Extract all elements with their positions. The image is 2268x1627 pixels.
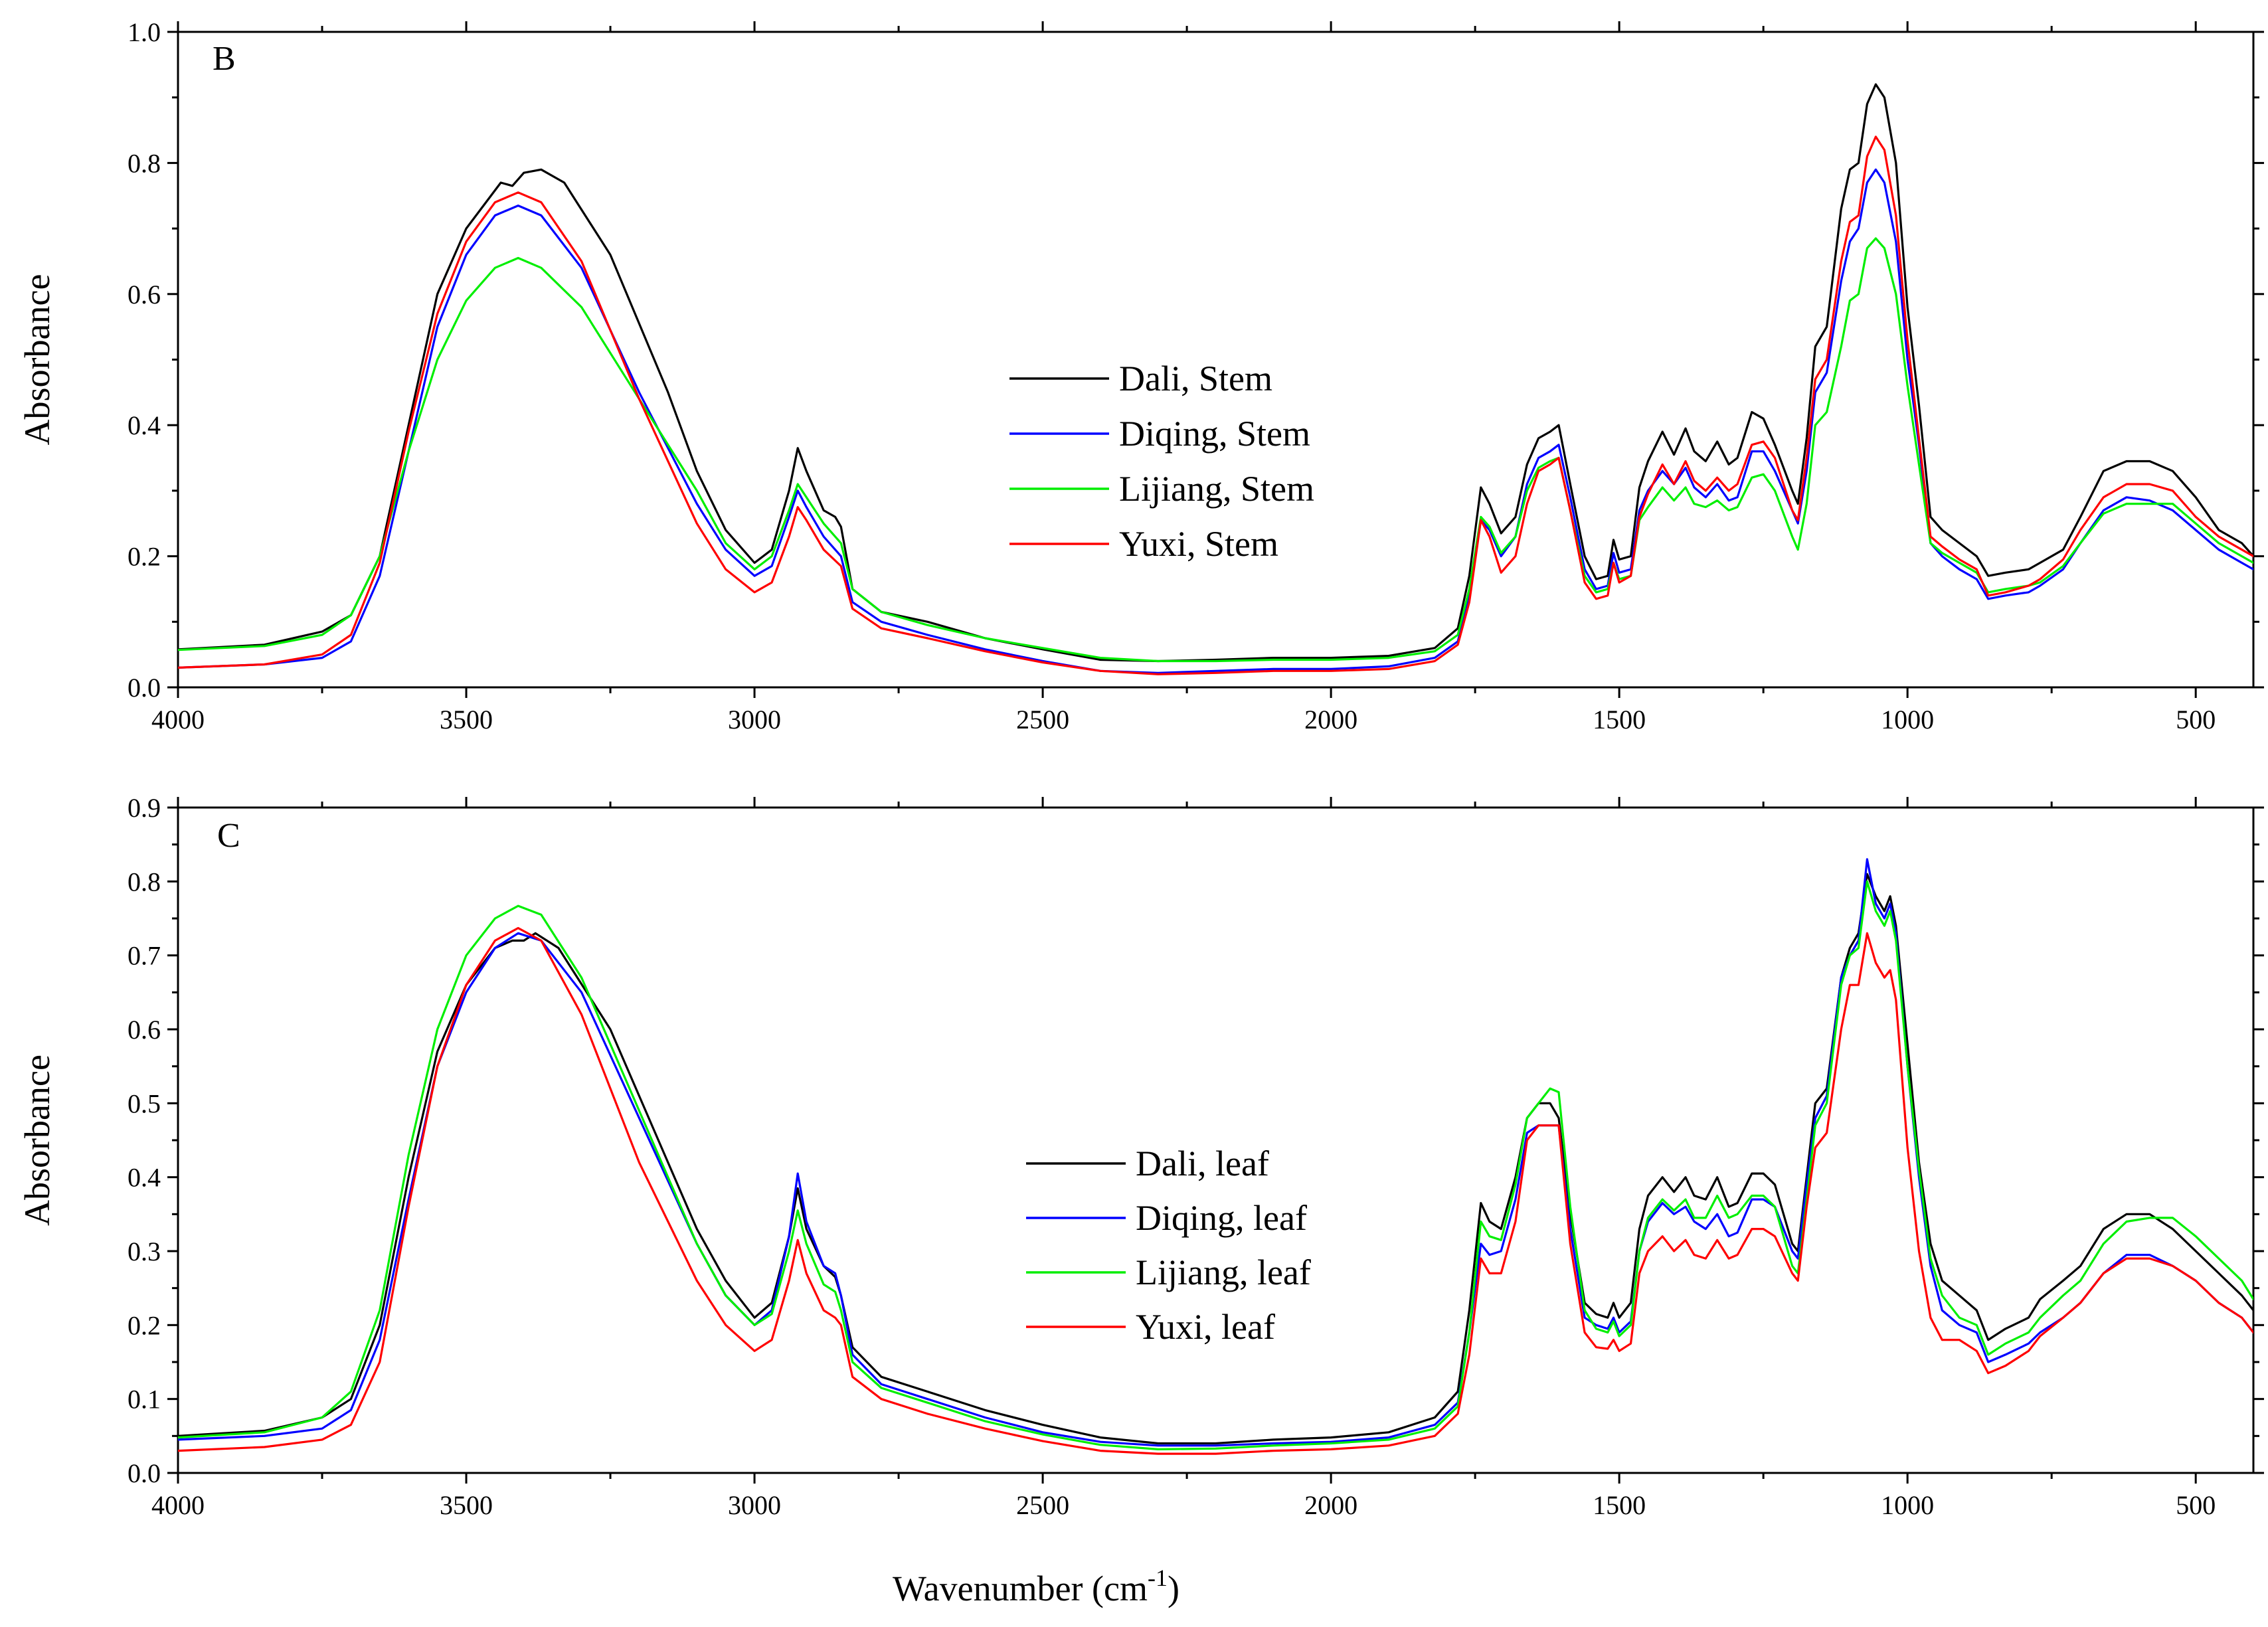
y-axis-title: Absorbance — [17, 1055, 57, 1226]
x-tick-label: 1500 — [1593, 705, 1646, 734]
legend-label: Diqing, leaf — [1136, 1198, 1307, 1238]
legend-label: Dali, Stem — [1119, 359, 1272, 398]
legend-label: Yuxi, leaf — [1136, 1307, 1275, 1347]
legend-label: Yuxi, Stem — [1119, 524, 1278, 564]
x-tick-label: 1500 — [1593, 1490, 1646, 1520]
legend: Dali, leaf Diqing, leaf Lijiang, leaf Yuxi,… — [1026, 1144, 1311, 1347]
y-tick-label: 0.5 — [128, 1088, 161, 1118]
x-tick-label: 2000 — [1304, 1490, 1357, 1520]
panel-c-leaf: 4000 3500 3000 2500 2000 1500 1000 500 0.0 0.1 0.2… — [17, 793, 2264, 1520]
y-tick-label: 0.2 — [128, 1310, 161, 1340]
series-line-yuxi-stem — [178, 135, 2253, 675]
series-line-diqing-leaf — [178, 858, 2253, 1447]
legend-label: Lijiang, Stem — [1119, 469, 1314, 509]
panel-b-stem: 4000 3500 3000 2500 2000 1500 1000 500 0.0 0.2 0.4… — [17, 17, 2264, 734]
x-tick-label: 500 — [2176, 1490, 2216, 1520]
series-line-dali-leaf — [178, 873, 2253, 1445]
legend-label: Lijiang, leaf — [1136, 1252, 1311, 1292]
y-tick-label: 0.9 — [128, 793, 161, 823]
y-tick-label: 0.7 — [128, 941, 161, 971]
x-tick-label: 4000 — [151, 1490, 205, 1520]
x-tick-label: 3500 — [440, 705, 493, 734]
y-tick-label: 0.0 — [128, 1458, 161, 1488]
x-tick-label: 1000 — [1881, 1490, 1934, 1520]
series-line-dali-stem — [178, 83, 2253, 663]
x-axis-title: Wavenumber (cm-1) — [893, 1565, 1179, 1608]
panel-label: C — [217, 817, 240, 855]
y-axis-title: Absorbance — [17, 274, 57, 446]
y-tick-label: 1.0 — [128, 17, 161, 47]
x-tick-label: 2500 — [1016, 705, 1069, 734]
x-tick-label: 3000 — [728, 1490, 781, 1520]
y-tick-label: 0.6 — [128, 1015, 161, 1045]
y-tick-label: 0.2 — [128, 542, 161, 572]
y-tick-label: 0.6 — [128, 280, 161, 309]
x-tick-label: 1000 — [1881, 705, 1934, 734]
x-tick-label: 2000 — [1304, 705, 1357, 734]
series-line-diqing-stem — [178, 168, 2253, 674]
y-tick-label: 0.3 — [128, 1237, 161, 1266]
y-tick-label: 0.8 — [128, 148, 161, 178]
y-tick-label: 0.8 — [128, 867, 161, 897]
series-line-lijiang-leaf — [178, 880, 2253, 1450]
legend-label: Dali, leaf — [1136, 1144, 1269, 1183]
y-tick-label: 0.1 — [128, 1385, 161, 1414]
y-tick-label: 0.4 — [128, 1163, 161, 1193]
legend: Dali, Stem Diqing, Stem Lijiang, Stem Yuxi,… — [1009, 359, 1314, 564]
y-tick-label: 0.4 — [128, 410, 161, 440]
x-tick-label: 3500 — [440, 1490, 493, 1520]
x-tick-label: 500 — [2176, 705, 2216, 734]
legend-label: Diqing, Stem — [1119, 414, 1310, 454]
panel-label: B — [213, 40, 236, 78]
x-tick-label: 3000 — [728, 705, 781, 734]
series-line-yuxi-leaf — [178, 926, 2253, 1455]
x-tick-label: 2500 — [1016, 1490, 1069, 1520]
plot-frame — [177, 806, 2255, 1474]
x-tick-label: 4000 — [151, 705, 205, 734]
x-axis-title-superscript: -1 — [1148, 1565, 1168, 1591]
y-tick-label: 0.0 — [128, 673, 161, 703]
